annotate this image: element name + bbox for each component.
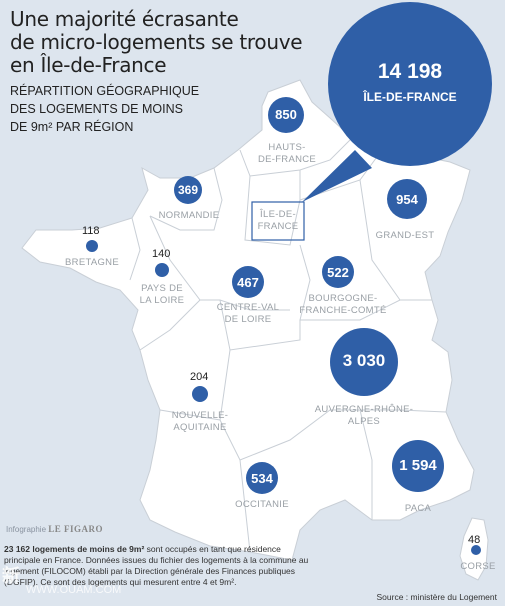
map-subtitle: RÉPARTITION GÉOGRAPHIQUE DES LOGEMENTS D… bbox=[10, 82, 199, 136]
bubble-ara bbox=[330, 328, 398, 396]
label-hdf: HAUTS- DE-FRANCE bbox=[257, 142, 317, 165]
value-pdl: 140 bbox=[152, 248, 171, 260]
label-bre: BRETAGNE bbox=[65, 257, 119, 268]
title-line: Une majorité écrasante bbox=[10, 7, 239, 31]
label-ara: AUVERGNE-RHÔNE- ALPES bbox=[314, 404, 414, 427]
value-nor: 369 bbox=[177, 183, 199, 197]
callout-pointer bbox=[302, 150, 372, 202]
value-paca: 1 594 bbox=[399, 457, 437, 474]
bubble-idf bbox=[328, 2, 492, 166]
bubble-cvl bbox=[232, 266, 264, 298]
label-paca: PACA bbox=[404, 503, 432, 514]
france-land bbox=[21, 79, 475, 561]
idf-outline bbox=[251, 201, 305, 241]
watermark: 新 bbox=[2, 566, 20, 586]
value-cvl: 467 bbox=[237, 275, 259, 290]
value-ara: 3 030 bbox=[342, 351, 386, 370]
bubble-paca bbox=[392, 440, 444, 492]
region-borders bbox=[129, 137, 447, 553]
bubble-hdf bbox=[268, 97, 304, 133]
bubble-cor bbox=[471, 545, 481, 555]
bubble-bre bbox=[86, 240, 98, 252]
footnote: 23 162 logements de moins de 9m² sont oc… bbox=[4, 544, 309, 587]
label-nor: NORMANDIE bbox=[158, 210, 220, 221]
idf-callout: 14 198 ÎLE-DE-FRANCE bbox=[330, 60, 490, 104]
bubble-nor bbox=[174, 176, 202, 204]
value-cor: 48 bbox=[468, 534, 481, 546]
source-text: Source : ministère du Logement bbox=[376, 592, 497, 602]
idf-name: ÎLE-DE-FRANCE bbox=[363, 90, 457, 104]
bubble-ge bbox=[387, 179, 427, 219]
subtitle-line: RÉPARTITION GÉOGRAPHIQUE bbox=[10, 84, 200, 98]
infographic-credit: Infographie LE FIGARO bbox=[6, 524, 104, 534]
value-hdf: 850 bbox=[275, 107, 297, 122]
bubble-pdl bbox=[155, 263, 169, 277]
label-pdl: PAYS DE LA LOIRE bbox=[139, 283, 185, 306]
label-idf: ÎLE-DE- FRANCE bbox=[257, 209, 299, 232]
value-ge: 954 bbox=[396, 192, 418, 207]
bubble-bfc bbox=[322, 256, 354, 288]
label-bfc: BOURGOGNE- FRANCHE-COMTÉ bbox=[299, 293, 387, 316]
value-naq: 204 bbox=[190, 371, 209, 383]
label-cor: CORSE bbox=[460, 561, 496, 572]
value-bfc: 522 bbox=[327, 265, 349, 280]
subtitle-line: DE 9m² PAR RÉGION bbox=[10, 120, 134, 134]
label-ge: GRAND-EST bbox=[375, 230, 435, 241]
title-line: en Île-de-France bbox=[10, 53, 167, 77]
label-cvl: CENTRE-VAL DE LOIRE bbox=[216, 302, 280, 325]
value-occ: 534 bbox=[251, 471, 273, 486]
title-line: de micro-logements se trouve bbox=[10, 30, 303, 54]
idf-value: 14 198 bbox=[377, 60, 443, 83]
subtitle-line: DES LOGEMENTS DE MOINS bbox=[10, 102, 183, 116]
watermark-url: WWW.OUAM.COM bbox=[26, 584, 122, 596]
label-occ: OCCITANIE bbox=[235, 499, 289, 510]
bubble-occ bbox=[246, 462, 278, 494]
label-naq: NOUVELLE- AQUITAINE bbox=[171, 410, 229, 433]
bubble-naq bbox=[192, 386, 208, 402]
newspaper-logo: LE FIGARO bbox=[48, 524, 104, 534]
map-title: Une majorité écrasante de micro-logement… bbox=[10, 7, 303, 77]
value-bre: 118 bbox=[82, 225, 100, 237]
